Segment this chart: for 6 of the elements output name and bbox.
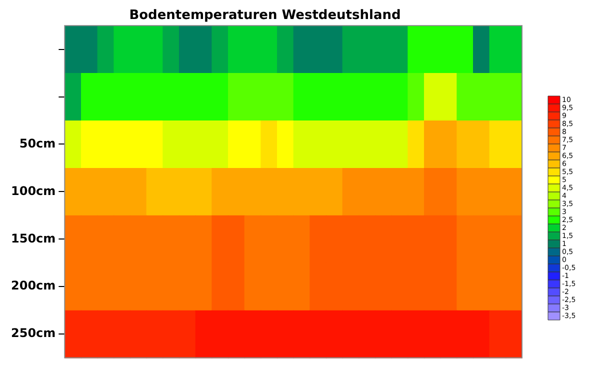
chart-title: Bodentemperaturen Westdeutshland [129, 8, 401, 24]
y-tick-label: 50cm [19, 136, 56, 150]
y-tick-label: 200cm [10, 278, 56, 293]
y-tick-label: 100cm [10, 184, 56, 198]
y-tick-label: 150cm [10, 231, 56, 246]
y-tick-label: 250cm [10, 326, 56, 340]
